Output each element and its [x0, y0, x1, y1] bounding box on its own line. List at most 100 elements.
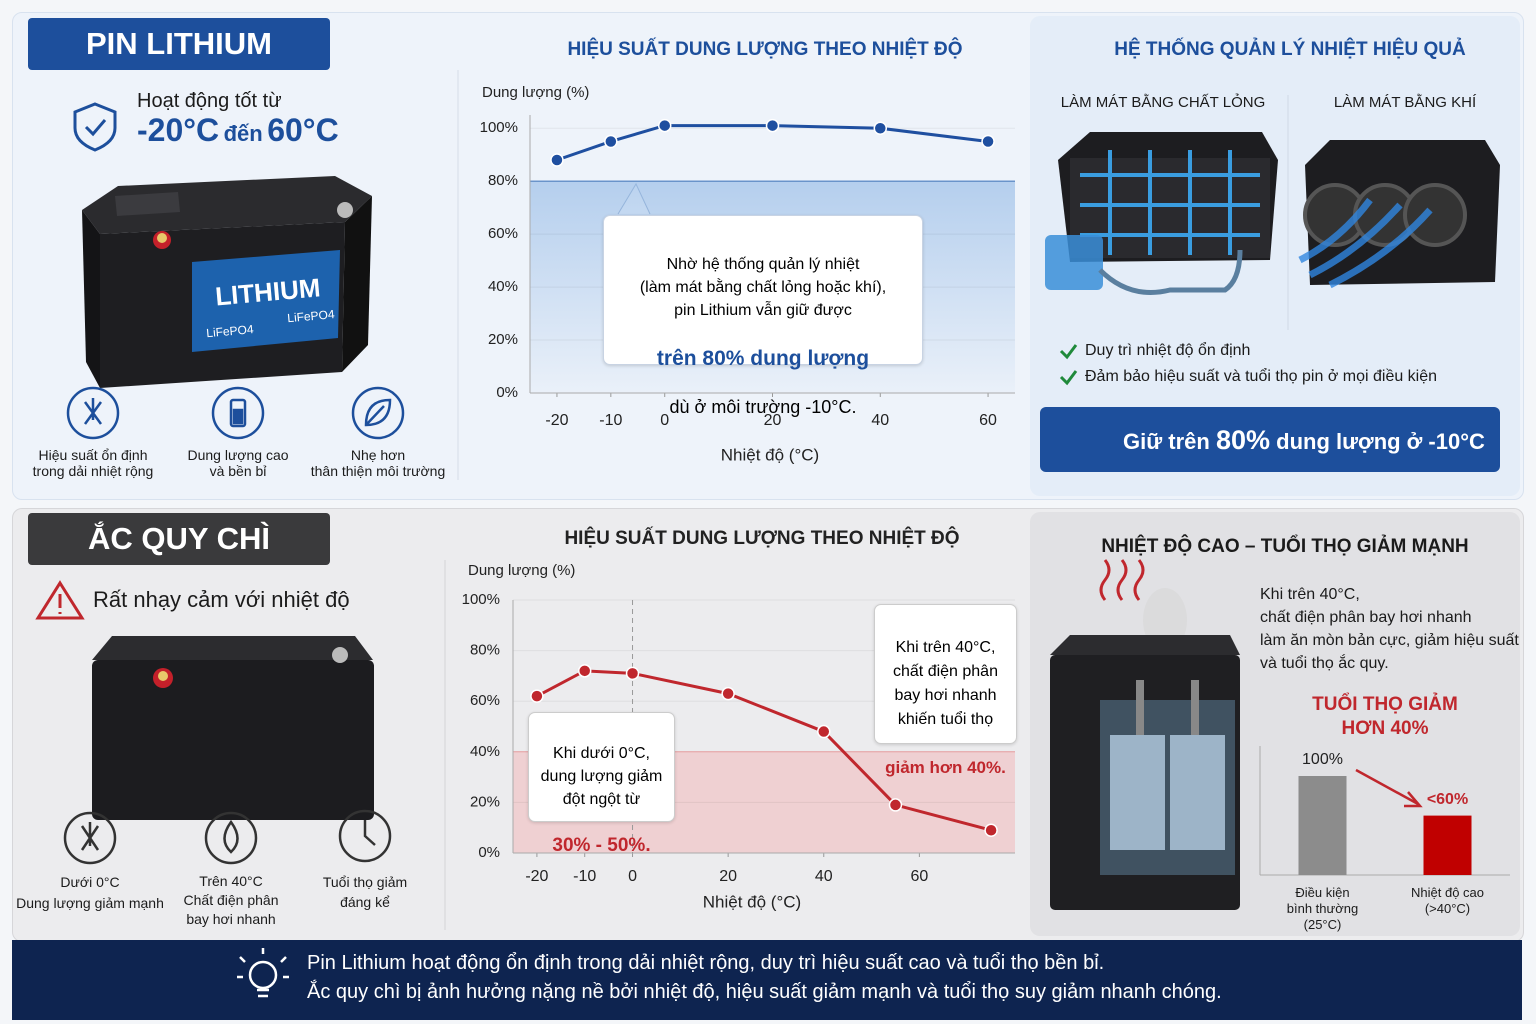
lead-feature-icons: [338, 809, 392, 863]
bar: [1423, 815, 1472, 875]
lead-feature-icons: [363, 820, 376, 846]
lead-feature-icons: [204, 811, 258, 865]
liquid-cooling: [1080, 150, 1260, 255]
annotation-text: Khi dưới 0°C, dung lượng giảm đột ngột t…: [540, 745, 663, 808]
feature-label: Dung lượng cao và bền bỉ: [187, 447, 289, 479]
x-tick-label: 40: [815, 868, 833, 885]
lead-battery: [92, 636, 373, 660]
lead-feature-icons: [63, 811, 117, 865]
annotation-text: Khi trên 40°C, chất điện phân bay hơi nh…: [893, 639, 998, 728]
x-axis-label: Nhiệt độ (°C): [721, 445, 819, 464]
value-label: 100%: [1302, 751, 1343, 768]
annotation: Khi trên 40°C, chất điện phân bay hơi nh…: [874, 604, 1017, 777]
data-point: [530, 689, 544, 703]
range-low: -20°C: [137, 112, 220, 148]
lithium-battery: [82, 176, 372, 234]
lithium-battery: [192, 250, 340, 352]
data-point: [888, 798, 903, 812]
lead-battery: [92, 636, 374, 820]
y-tick-label: 60%: [488, 225, 518, 242]
liquid-cooling: [1045, 132, 1278, 295]
y-tick-label: 20%: [488, 331, 518, 348]
banner: Giữ trên 80% dung lượng ở -10°C: [1040, 407, 1500, 472]
y-tick-label: 80%: [488, 172, 518, 189]
feature-icons: [83, 398, 103, 425]
heat-battery: [1050, 635, 1240, 655]
feature-icons: [211, 386, 265, 440]
feature-label: Tuổi thọ giảm đáng kể: [322, 874, 408, 910]
lead-battery: [158, 671, 168, 681]
bulb-icon: [237, 948, 289, 998]
range: -20°C đến 60°C: [137, 112, 339, 149]
x-tick-label: 20: [764, 412, 782, 429]
data-point: [721, 686, 735, 701]
air-cooling: [1298, 197, 1433, 289]
heat-battery: [1170, 735, 1225, 850]
annotation: Nhờ hệ thống quản lý nhiệt (làm mát bằng…: [603, 215, 923, 417]
annotation-highlight: 30% - 50%.: [552, 835, 651, 856]
footer-line: Pin Lithium hoạt động ổn định trong dải …: [307, 952, 1105, 974]
feature-icons: [232, 408, 244, 425]
data-point: [577, 664, 592, 678]
data-point: [817, 724, 831, 739]
chart-title: TUỔI THỌ GIẢM HƠN 40%: [1312, 694, 1458, 739]
warning-icon: [35, 580, 85, 620]
y-tick-label: 20%: [470, 793, 500, 810]
x-tick-label: 0: [628, 868, 637, 885]
bulb-icon: [248, 960, 278, 990]
liquid-title: LÀM MÁT BẰNG CHẤT LỎNG: [1060, 94, 1266, 111]
feature-label: Nhẹ hơn thân thiện môi trường: [310, 447, 446, 479]
y-axis-label: Dung lượng (%): [482, 84, 589, 101]
lithium-battery: [342, 196, 372, 372]
shield-icon: [73, 102, 117, 152]
x-tick-label: -10: [573, 868, 596, 885]
data-point: [765, 118, 780, 133]
annotation-highlight: giảm hơn 40%.: [885, 758, 1006, 777]
data-point: [604, 134, 618, 149]
battery-sub: LiFePO4: [206, 322, 255, 340]
data-point: [657, 118, 672, 133]
x-tick-label: Điều kiện bình thường (25°C): [1286, 885, 1359, 932]
annotation-text: dù ở môi trường -10°C.: [669, 397, 857, 417]
banner-pre: Giữ trên: [1123, 429, 1210, 454]
bar-arrow: [1355, 768, 1423, 808]
shield-icon: [73, 102, 117, 152]
x-tick-label: -10: [599, 412, 622, 429]
footer-line: Ắc quy chì bị ảnh hưởng nặng nề bởi nhiệ…: [307, 981, 1222, 1003]
bar: [1298, 776, 1347, 875]
thermal-title: HỆ THỐNG QUẢN LÝ NHIỆT HIỆU QUẢ: [1114, 39, 1466, 60]
check-icons: [1059, 344, 1078, 360]
x-tick-label: 20: [719, 868, 737, 885]
lithium-battery: [115, 192, 180, 216]
lithium-battery: [82, 210, 100, 388]
value-label: <60%: [1427, 791, 1468, 808]
lead-feature-icons: [63, 809, 392, 865]
lead-battery: [332, 647, 348, 663]
feature-icons: [66, 386, 120, 440]
x-tick-label: 60: [979, 412, 997, 429]
feature-label: Dưới 0°C Dung lượng giảm mạnh: [16, 874, 164, 911]
data-point: [981, 134, 995, 149]
heat-battery: [1136, 680, 1199, 735]
feature-label: Trên 40°C Chất điện phân bay hơi nhanh: [183, 873, 279, 927]
liquid-cooling: [1098, 249, 1243, 295]
bulb-icon: [237, 948, 289, 998]
chart-title: HIỆU SUẤT DUNG LƯỢNG THEO NHIỆT ĐỘ: [564, 527, 959, 549]
annotation-highlight: trên 80% dung lượng: [656, 347, 870, 370]
air-title: LÀM MÁT BẰNG KHÍ: [1333, 94, 1477, 111]
check-text: Duy trì nhiệt độ ổn định: [1085, 342, 1251, 359]
data-line: [556, 124, 989, 162]
lithium-battery: [157, 233, 167, 243]
check-icons: [1059, 344, 1078, 386]
data-point: [873, 121, 888, 135]
battery-sub: LiFePO4: [287, 307, 336, 325]
data-point: [984, 823, 998, 837]
annotation: Khi dưới 0°C, dung lượng giảm đột ngột t…: [528, 712, 675, 856]
lithium-badge: PIN LITHIUM: [28, 18, 330, 70]
range-high: 60°C: [267, 112, 339, 148]
range-intro: Hoạt động tốt từ: [137, 90, 282, 112]
heat-text: Khi trên 40°C, chất điện phân bay hơi nh…: [1260, 586, 1519, 672]
